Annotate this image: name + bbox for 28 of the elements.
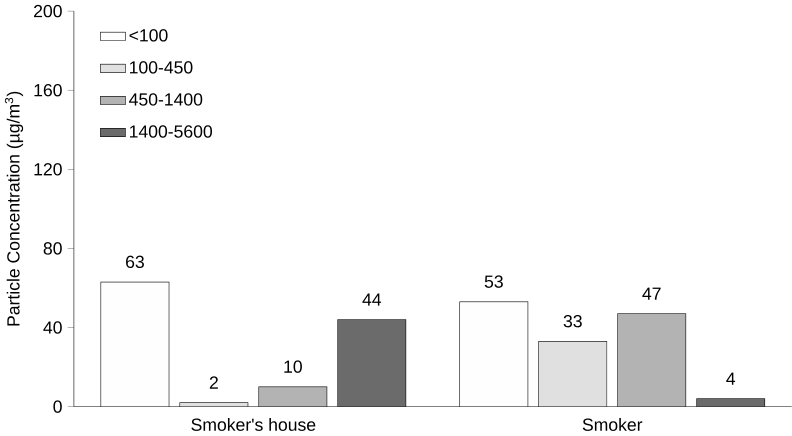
data-label: 44 — [362, 294, 382, 306]
legend-label: 100-450 — [130, 61, 192, 74]
y-tick-label: 160 — [34, 84, 62, 96]
y-axis-title: Particle Concentration (µg/m$^{3}$) — [4, 92, 24, 326]
legend-label: 1400-5600 — [130, 125, 212, 138]
data-label: 63 — [126, 256, 144, 268]
y-tick-label: 0 — [53, 400, 62, 413]
bar — [100, 282, 170, 407]
legend-label: 450-1400 — [129, 93, 202, 106]
y-tick-label: 80 — [44, 242, 62, 255]
x-tick-label: Smoker's house — [191, 418, 316, 432]
bar — [459, 302, 528, 407]
bar — [258, 386, 328, 407]
data-label: 10 — [284, 360, 302, 373]
y-tick-label: 200 — [34, 4, 62, 18]
bar — [696, 398, 766, 407]
y-tick-label: 120 — [34, 163, 62, 176]
bar — [617, 313, 686, 407]
y-tick-label: 40 — [43, 321, 62, 334]
data-label: 2 — [210, 376, 218, 389]
x-tick-label: Smoker — [582, 418, 642, 432]
bar — [538, 341, 608, 407]
data-label: 33 — [564, 315, 582, 328]
data-label: 53 — [484, 275, 503, 288]
legend-label: <100 — [130, 29, 168, 42]
data-label: 4 — [726, 372, 736, 385]
bar — [337, 319, 406, 407]
data-label: 47 — [642, 288, 661, 300]
